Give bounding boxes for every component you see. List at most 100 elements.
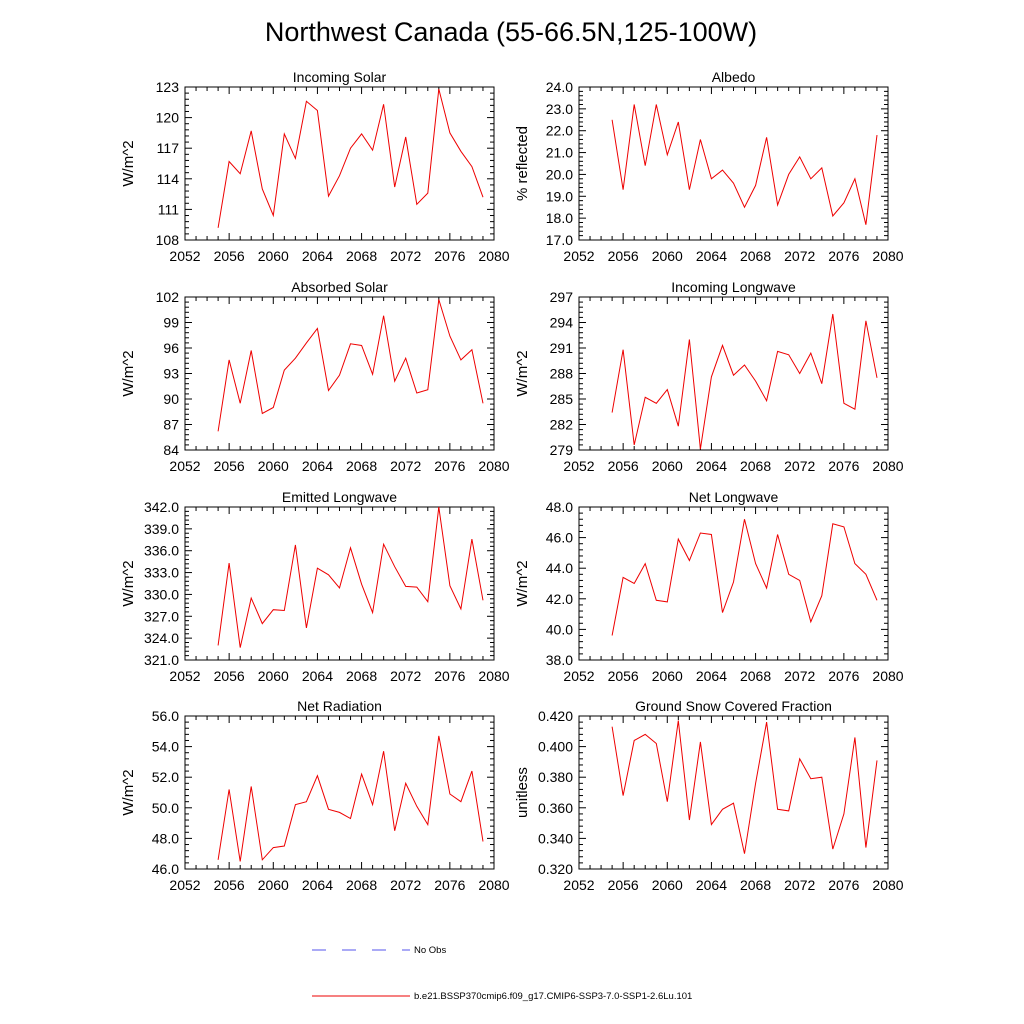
y-tick-label: 20.0 <box>546 166 573 182</box>
y-tick-label: 93 <box>163 366 179 382</box>
x-tick-label: 2072 <box>390 248 421 264</box>
x-tick-label: 2056 <box>608 668 639 684</box>
x-tick-label: 2064 <box>302 668 333 684</box>
legend: No Obs b.e21.BSSP370cmip6.f09_g17.CMIP6-… <box>312 945 692 1002</box>
y-tick-label: 282 <box>550 417 574 433</box>
x-tick-label: 2064 <box>696 248 727 264</box>
y-axis-label: % reflected <box>514 126 531 201</box>
y-tick-label: 19.0 <box>546 188 573 204</box>
x-tick-label: 2060 <box>258 668 289 684</box>
panel-3: Incoming Longwave W/m^2 279 282 285 288 291 294… <box>514 279 904 474</box>
y-tick-label: 54.0 <box>152 739 179 755</box>
y-tick-label: 339.0 <box>144 521 179 537</box>
y-tick-label: 42.0 <box>546 591 573 607</box>
x-tick-label: 2056 <box>214 458 245 474</box>
x-tick-label: 2056 <box>608 248 639 264</box>
x-tick-label: 2068 <box>346 458 377 474</box>
x-tick-label: 2064 <box>302 458 333 474</box>
y-tick-label: 38.0 <box>546 652 573 668</box>
panel-5: Net Longwave W/m^2 38.0 40.0 42.0 44.0 46.0 48.… <box>514 489 904 684</box>
y-tick-label: 48.0 <box>546 499 573 515</box>
x-tick-label: 2080 <box>478 248 509 264</box>
y-tick-label: 114 <box>157 171 180 187</box>
panel-7: Ground Snow Covered Fraction unitless 0.32… <box>514 698 904 893</box>
series-line <box>217 735 484 862</box>
y-tick-label: 50.0 <box>152 800 179 816</box>
panel-2: Absorbed Solar W/m^2 84 87 90 93 96 99 102 2052 20… <box>120 279 510 474</box>
y-tick-label: 84 <box>163 442 179 458</box>
y-tick-label: 336.0 <box>144 543 179 559</box>
series-line <box>217 88 484 228</box>
x-tick-label: 2076 <box>434 877 465 893</box>
panel-title: Ground Snow Covered Fraction <box>635 698 832 714</box>
series-line <box>611 519 878 636</box>
y-tick-label: 24.0 <box>546 79 573 95</box>
x-tick-label: 2056 <box>214 248 245 264</box>
x-tick-label: 2060 <box>652 877 683 893</box>
y-tick-label: 111 <box>158 201 179 217</box>
x-tick-label: 2052 <box>169 877 200 893</box>
series-line <box>217 299 484 432</box>
panel-title: Incoming Longwave <box>671 279 796 295</box>
series-line <box>611 104 878 225</box>
y-tick-label: 285 <box>550 391 574 407</box>
y-tick-label: 327.0 <box>144 608 179 624</box>
y-tick-label: 21.0 <box>546 145 573 161</box>
y-tick-label: 0.360 <box>538 800 573 816</box>
x-tick-label: 2072 <box>784 668 815 684</box>
x-tick-label: 2056 <box>214 668 245 684</box>
y-tick-label: 288 <box>550 366 574 382</box>
panel-title: Absorbed Solar <box>291 279 388 295</box>
x-tick-label: 2052 <box>169 248 200 264</box>
y-tick-label: 333.0 <box>144 565 179 581</box>
figure-title: Northwest Canada (55-66.5N,125-100W) <box>265 17 757 47</box>
x-tick-label: 2064 <box>302 248 333 264</box>
x-tick-label: 2064 <box>302 877 333 893</box>
x-tick-label: 2064 <box>696 668 727 684</box>
x-tick-label: 2068 <box>346 668 377 684</box>
x-tick-label: 2052 <box>169 458 200 474</box>
panel-title: Incoming Solar <box>293 69 387 85</box>
y-axis-label: W/m^2 <box>120 560 137 606</box>
series-line <box>611 720 878 854</box>
x-tick-label: 2064 <box>696 877 727 893</box>
x-tick-label: 2056 <box>608 877 639 893</box>
series-line <box>611 313 878 450</box>
y-tick-label: 294 <box>550 315 574 331</box>
y-tick-label: 0.380 <box>538 769 573 785</box>
y-tick-label: 46.0 <box>546 530 573 546</box>
panels: Incoming Solar W/m^2 108 111 114 117 120 123 205… <box>120 69 904 893</box>
panel-0: Incoming Solar W/m^2 108 111 114 117 120 123 205… <box>120 69 510 264</box>
y-tick-label: 46.0 <box>152 861 179 877</box>
x-tick-label: 2060 <box>258 248 289 264</box>
series-line <box>217 506 484 648</box>
panel-title: Emitted Longwave <box>282 489 397 505</box>
x-tick-label: 2068 <box>740 458 771 474</box>
y-tick-label: 17.0 <box>546 232 573 248</box>
y-tick-label: 56.0 <box>152 708 179 724</box>
x-tick-label: 2076 <box>434 248 465 264</box>
y-tick-label: 44.0 <box>546 560 573 576</box>
x-tick-label: 2076 <box>828 877 859 893</box>
panel-6: Net Radiation W/m^2 46.0 48.0 50.0 52.0 54.0 56… <box>120 698 510 893</box>
y-tick-label: 40.0 <box>546 621 573 637</box>
y-axis-label: W/m^2 <box>120 769 137 815</box>
panel-4: Emitted Longwave W/m^2 321.0 324.0 327.0 330.… <box>120 489 510 684</box>
plot-frame <box>578 86 889 241</box>
panel-title: Net Radiation <box>297 698 382 714</box>
y-tick-label: 108 <box>156 232 180 248</box>
plot-frame <box>184 296 495 451</box>
x-tick-label: 2076 <box>434 458 465 474</box>
plot-frame <box>184 715 495 870</box>
plot-frame <box>578 506 889 661</box>
x-tick-label: 2080 <box>872 877 903 893</box>
y-tick-label: 120 <box>156 110 180 126</box>
x-tick-label: 2068 <box>740 668 771 684</box>
x-tick-label: 2080 <box>478 458 509 474</box>
x-tick-label: 2056 <box>608 458 639 474</box>
y-tick-label: 342.0 <box>144 499 179 515</box>
x-tick-label: 2060 <box>652 458 683 474</box>
y-tick-label: 90 <box>163 391 179 407</box>
y-tick-label: 321.0 <box>144 652 179 668</box>
